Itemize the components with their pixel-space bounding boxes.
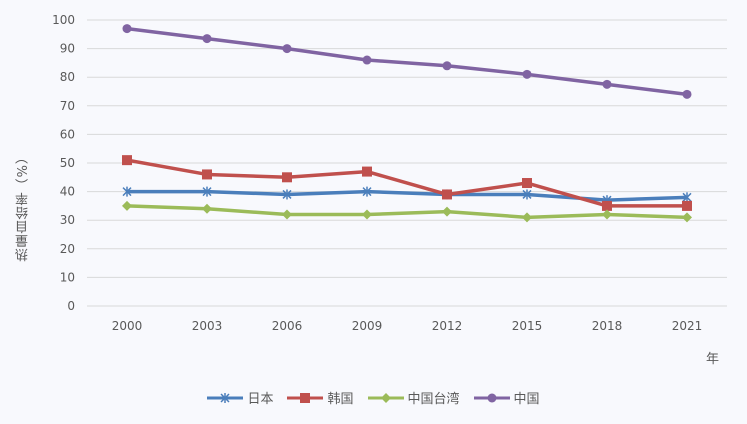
y-tick-label: 60 xyxy=(60,127,75,141)
legend-item: 中国 xyxy=(473,388,540,407)
x-axis-label: 年 xyxy=(706,352,720,367)
legend-label: 中国 xyxy=(513,392,540,407)
y-tick-label: 50 xyxy=(60,156,75,170)
legend-marker xyxy=(300,392,311,403)
data-point xyxy=(362,166,372,177)
series-line-0 xyxy=(127,189,688,202)
data-point xyxy=(122,200,132,211)
y-tick-label: 100 xyxy=(52,13,75,27)
data-point xyxy=(282,209,292,220)
legend-item: 日本 xyxy=(207,388,273,407)
data-point xyxy=(122,155,132,166)
series-line-2 xyxy=(126,204,688,220)
data-point xyxy=(282,172,292,183)
data-point xyxy=(682,192,692,203)
data-point xyxy=(282,189,292,200)
data-point xyxy=(522,212,532,223)
legend-label: 日本 xyxy=(247,392,274,407)
legend-swatch xyxy=(473,393,510,402)
data-point xyxy=(522,69,532,79)
data-point xyxy=(442,206,452,217)
x-tick-label: 2018 xyxy=(592,319,623,333)
data-point xyxy=(362,186,372,197)
data-point xyxy=(202,169,212,180)
legend-swatch xyxy=(207,392,244,403)
legend-marker xyxy=(220,392,230,403)
data-point xyxy=(362,55,372,65)
y-tick-label: 90 xyxy=(60,42,75,56)
legend-swatch xyxy=(367,392,404,403)
data-point xyxy=(122,186,132,197)
legend-item: 中国台湾 xyxy=(367,388,460,407)
x-tick-label: 2021 xyxy=(672,319,703,333)
y-tick-label: 0 xyxy=(67,299,75,313)
legend-marker xyxy=(380,392,391,403)
x-tick-label: 2003 xyxy=(192,319,223,333)
data-point xyxy=(362,209,372,220)
data-point xyxy=(202,186,212,197)
y-tick-label: 70 xyxy=(60,99,75,113)
x-tick-label: 2009 xyxy=(352,319,383,333)
x-tick-label: 2000 xyxy=(112,319,143,333)
data-point xyxy=(522,189,532,200)
legend-label: 韩国 xyxy=(327,392,354,407)
data-point xyxy=(202,203,212,214)
data-point xyxy=(442,61,452,71)
data-point xyxy=(602,209,612,220)
data-point xyxy=(522,178,532,189)
y-axis-label: 热量自给率（%） xyxy=(16,150,31,262)
data-point xyxy=(602,200,612,211)
x-tick-label: 2012 xyxy=(432,319,463,333)
data-point xyxy=(682,200,692,211)
data-point xyxy=(682,212,692,223)
data-point xyxy=(442,189,452,200)
legend-label: 中国台湾 xyxy=(407,392,460,407)
legend-marker xyxy=(487,393,497,402)
y-tick-label: 30 xyxy=(60,213,75,227)
legend-item: 韩国 xyxy=(287,388,354,407)
x-tick-label: 2015 xyxy=(512,319,543,333)
y-tick-label: 80 xyxy=(60,70,75,84)
y-tick-label: 40 xyxy=(60,185,75,199)
data-point xyxy=(682,89,692,99)
x-tick-label: 2006 xyxy=(272,319,303,333)
legend-swatch xyxy=(287,392,324,403)
y-tick-label: 10 xyxy=(60,270,75,284)
series-line-1 xyxy=(126,158,687,208)
data-point xyxy=(602,79,612,89)
series-line-3 xyxy=(126,26,688,97)
data-point xyxy=(202,34,212,44)
data-point xyxy=(122,24,132,34)
data-point xyxy=(282,44,292,54)
y-tick-label: 20 xyxy=(60,242,75,256)
legend: 日本 韩国 中国台湾 中国 xyxy=(0,388,747,407)
